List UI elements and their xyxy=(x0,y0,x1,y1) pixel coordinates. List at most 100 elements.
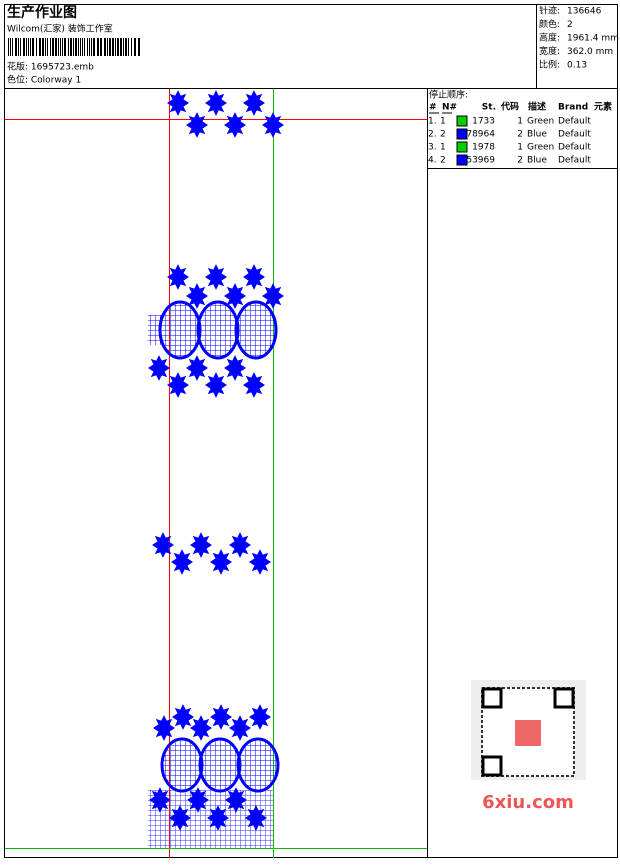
motif xyxy=(205,90,227,116)
studio: Wilcom(汇家) 装饰工作室 xyxy=(7,23,113,35)
motif xyxy=(153,715,175,741)
oval xyxy=(160,737,204,793)
color-swatch xyxy=(456,128,468,140)
row-brand: Default xyxy=(558,143,591,153)
bar xyxy=(18,38,19,56)
motif xyxy=(167,372,189,398)
row-code: 2 xyxy=(517,130,523,140)
info-label: 宽度: xyxy=(539,45,560,57)
bar xyxy=(107,38,108,56)
bar xyxy=(109,38,111,56)
bar xyxy=(82,38,83,56)
motif xyxy=(249,704,271,730)
row-index: 4. xyxy=(428,156,437,166)
motif xyxy=(186,355,208,381)
motif xyxy=(262,112,284,138)
motif xyxy=(205,372,227,398)
bar xyxy=(15,38,17,56)
bar xyxy=(112,38,114,56)
info-value: 136646 xyxy=(567,7,602,17)
bar xyxy=(23,38,25,56)
barcode xyxy=(8,38,140,56)
table-title: 停止顺序: xyxy=(429,89,468,101)
bar xyxy=(117,38,119,56)
bar xyxy=(91,38,92,56)
oval xyxy=(234,300,278,360)
info-value: 2 xyxy=(567,20,573,30)
row-stitches: 53969 xyxy=(466,156,495,166)
bar xyxy=(52,38,54,56)
motif xyxy=(205,264,227,290)
bar xyxy=(10,38,11,56)
bar xyxy=(138,38,140,56)
row-brand: Default xyxy=(558,156,591,166)
bar xyxy=(58,38,59,56)
motif xyxy=(167,264,189,290)
oval xyxy=(198,737,242,793)
bar xyxy=(97,38,99,56)
row-needle: 2 xyxy=(440,156,446,166)
motif xyxy=(224,112,246,138)
row-description: Green xyxy=(527,117,554,127)
motif xyxy=(249,549,271,575)
row-stitches: 1978 xyxy=(472,143,495,153)
row-stitches: 78964 xyxy=(466,130,495,140)
column-header: 描述 xyxy=(528,101,546,113)
design-preview xyxy=(5,89,427,858)
info-label: 针迹: xyxy=(539,5,560,17)
bar xyxy=(45,38,46,56)
bar xyxy=(36,38,37,56)
bar xyxy=(80,38,81,56)
qr-watermark: 6xiu.com xyxy=(471,680,586,813)
panel xyxy=(148,790,273,848)
bar xyxy=(84,38,85,56)
bar xyxy=(89,38,90,56)
bar xyxy=(50,38,51,56)
bar xyxy=(26,38,27,56)
column-header: Brand xyxy=(558,103,588,113)
row-code: 1 xyxy=(517,143,523,153)
motif xyxy=(210,704,232,730)
motif xyxy=(190,715,212,741)
bar xyxy=(60,38,61,56)
bar xyxy=(28,38,29,56)
row-index: 3. xyxy=(428,143,437,153)
bar xyxy=(47,38,48,56)
color-swatch xyxy=(456,115,468,127)
motif xyxy=(190,532,212,558)
row-description: Blue xyxy=(527,130,547,140)
bar xyxy=(78,38,79,56)
info-list: 针迹: 136646 颜色: 2 高度: 1961.4 mm 宽度: 362.0 mm 比例: 0… xyxy=(539,5,619,71)
colorway: 色位: Colorway 1 xyxy=(7,74,81,86)
title: 生产作业图 xyxy=(7,4,77,21)
info-label: 比例: xyxy=(539,59,560,71)
row-needle: 1 xyxy=(440,143,446,153)
bar xyxy=(20,38,21,56)
info-value: 0.13 xyxy=(567,61,587,71)
motif xyxy=(152,532,174,558)
info-value: 1961.4 mm xyxy=(567,34,619,44)
bar xyxy=(131,38,132,56)
row-brand: Default xyxy=(558,130,591,140)
bar xyxy=(104,38,106,56)
bar xyxy=(123,38,124,56)
watermark: 6xiu.com xyxy=(482,792,574,813)
row-description: Blue xyxy=(527,156,547,166)
row-needle: 1 xyxy=(440,117,446,127)
panel xyxy=(148,315,170,345)
bar xyxy=(55,38,57,56)
motif xyxy=(186,112,208,138)
bar xyxy=(70,38,72,56)
motif xyxy=(243,90,265,116)
row-index: 2. xyxy=(428,130,437,140)
row-code: 1 xyxy=(517,117,523,127)
column-header: St. xyxy=(482,103,496,113)
bar xyxy=(68,38,69,56)
motif xyxy=(171,549,193,575)
motif xyxy=(210,549,232,575)
bar xyxy=(125,38,127,56)
oval xyxy=(196,300,240,360)
info-value: 362.0 mm xyxy=(567,47,613,57)
